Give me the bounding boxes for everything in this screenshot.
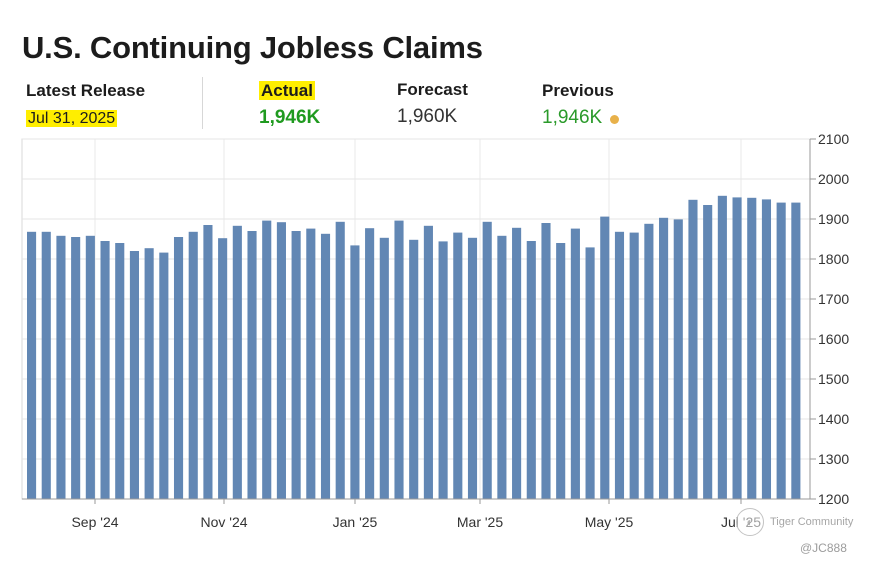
chart-axes: 1200 1300 1400 1500 1600 1700 1800 1900 2000 2100… <box>22 131 849 530</box>
bar <box>365 228 375 499</box>
bar <box>306 228 316 499</box>
bar <box>541 223 551 499</box>
bar <box>27 231 37 500</box>
actual-label-text: Actual <box>259 81 315 100</box>
forecast-label: Forecast <box>397 80 468 99</box>
y-tick-label: 2000 <box>818 171 849 187</box>
bar <box>673 219 683 499</box>
bar <box>85 235 95 500</box>
bar <box>717 195 727 500</box>
bar <box>159 252 169 499</box>
bar <box>659 217 669 500</box>
bar <box>56 235 66 500</box>
bar <box>203 225 213 499</box>
y-tick-label: 1700 <box>818 291 849 307</box>
bar <box>600 216 610 499</box>
bar <box>644 223 654 500</box>
bar <box>276 222 286 499</box>
chart-title: U.S. Continuing Jobless Claims <box>22 30 483 65</box>
latest-release: Latest Release Jul 31, 2025 <box>26 81 145 128</box>
y-tick-label: 1500 <box>818 371 849 387</box>
y-tick-label: 1800 <box>818 251 849 267</box>
bar <box>320 233 331 500</box>
forecast-value: 1,960K <box>397 106 458 127</box>
bar <box>791 202 801 499</box>
x-tick-label: Mar '25 <box>457 514 503 530</box>
x-tick-label: Sep '24 <box>71 514 118 530</box>
bar <box>761 199 772 499</box>
bar <box>629 232 639 499</box>
y-tick-label: 1900 <box>818 211 849 227</box>
latest-release-value: Jul 31, 2025 <box>26 110 145 128</box>
bar <box>291 231 301 499</box>
bar <box>776 202 786 499</box>
bar <box>482 221 492 500</box>
bar <box>335 221 345 500</box>
latest-release-label: Latest Release <box>26 81 146 100</box>
previous-label: Previous <box>542 81 614 100</box>
bar <box>129 251 139 499</box>
y-tick-label: 2100 <box>818 131 849 147</box>
bar <box>100 241 110 499</box>
bar <box>262 220 272 499</box>
previous-value: 1,946K <box>542 107 603 128</box>
watermark-brand: Tiger Community <box>770 516 854 528</box>
bar <box>379 237 389 500</box>
actual-value: 1,946K <box>259 107 321 128</box>
bar <box>218 238 228 499</box>
bar <box>350 245 360 499</box>
header-divider <box>202 77 203 129</box>
bar <box>409 239 419 500</box>
bar <box>173 237 184 499</box>
actual-label: Actual <box>259 81 320 101</box>
x-tick-label: Nov '24 <box>200 514 247 530</box>
bar <box>423 225 433 500</box>
previous-dot-icon <box>610 114 620 124</box>
previous-value-row: 1,946K <box>542 107 620 129</box>
bar <box>497 235 507 500</box>
latest-release-date: Jul 31, 2025 <box>26 110 118 127</box>
forecast-stat: Forecast 1,960K <box>397 80 468 128</box>
actual-stat: Actual 1,946K <box>259 81 320 129</box>
bar <box>247 231 257 499</box>
tiger-logo-icon: ◐ <box>736 508 764 536</box>
watermark-handle: @JC888 <box>800 541 847 555</box>
bar <box>71 237 81 499</box>
chart-bars <box>27 195 801 500</box>
bar <box>614 231 625 500</box>
bar <box>732 197 742 499</box>
bar <box>585 247 595 499</box>
bar <box>570 228 580 499</box>
y-tick-label: 1600 <box>818 331 849 347</box>
bar <box>453 232 463 499</box>
bar <box>467 237 478 500</box>
y-tick-label: 1200 <box>818 491 849 507</box>
x-tick-label: May '25 <box>585 514 634 530</box>
bar <box>438 241 448 499</box>
bar <box>115 243 125 499</box>
y-tick-label: 1400 <box>818 411 849 427</box>
bar <box>747 197 757 500</box>
watermark: ◐ Tiger Community <box>736 508 853 536</box>
bar <box>512 227 522 500</box>
x-tick-label: Jan '25 <box>333 514 378 530</box>
previous-stat: Previous 1,946K <box>542 81 620 129</box>
bar <box>188 231 198 500</box>
y-tick-label: 1300 <box>818 451 849 467</box>
bar <box>144 248 154 499</box>
bar <box>41 231 51 500</box>
bar <box>703 205 713 499</box>
bar <box>232 225 242 500</box>
bar <box>394 220 404 499</box>
bar <box>526 241 536 499</box>
bar <box>556 243 566 499</box>
bar <box>688 199 698 500</box>
